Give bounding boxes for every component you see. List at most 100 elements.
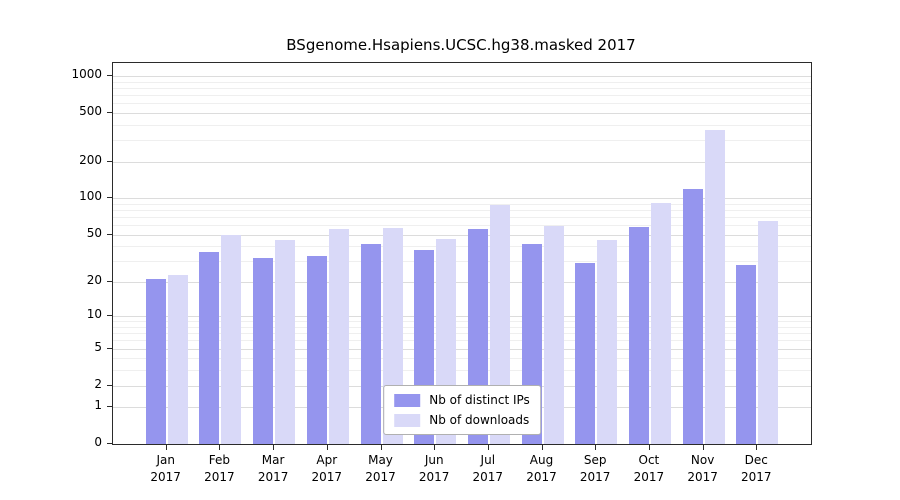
y-tick-label: 0 <box>94 435 102 449</box>
gridline-major <box>113 198 811 200</box>
gridline-minor <box>113 333 811 335</box>
bar-feb-distinct-ips <box>199 251 220 444</box>
gridline-major <box>113 161 811 163</box>
x-tick-label-aug: Aug 2017 <box>526 453 557 484</box>
gridline-minor <box>113 95 811 97</box>
gridline-minor <box>113 140 811 142</box>
bar-mar-downloads <box>275 240 296 444</box>
gridline-minor <box>113 327 811 328</box>
x-tick-mark <box>487 445 489 450</box>
y-tick-mark <box>107 197 112 199</box>
bar-nov-distinct-ips <box>682 188 703 444</box>
bar-aug-downloads <box>543 226 564 444</box>
y-tick-mark <box>107 233 112 235</box>
gridline-major <box>113 316 811 318</box>
gridline-minor <box>113 225 811 227</box>
gridline-major <box>113 76 811 78</box>
gridline-minor <box>113 246 811 248</box>
y-tick-mark <box>107 280 112 282</box>
gridline-minor <box>113 261 811 263</box>
y-tick-mark <box>107 347 112 349</box>
bar-feb-downloads <box>221 234 242 444</box>
x-tick-mark <box>273 445 275 450</box>
y-tick-mark <box>107 75 112 77</box>
y-tick-mark <box>107 315 112 317</box>
gridline-minor <box>113 81 811 83</box>
x-tick-label-may: May 2017 <box>365 453 396 484</box>
y-tick-label: 200 <box>79 152 102 167</box>
legend-item-distinct-ips: Nb of distinct IPs <box>394 393 530 407</box>
x-tick-mark <box>595 445 597 450</box>
y-tick-label: 5 <box>94 339 102 354</box>
bar-apr-downloads <box>328 228 349 444</box>
bar-nov-downloads <box>704 130 725 444</box>
legend-label-downloads: Nb of downloads <box>429 413 530 427</box>
y-tick-label: 100 <box>79 189 102 204</box>
x-tick-mark <box>380 445 382 450</box>
gridline-minor <box>113 210 811 211</box>
bar-dec-distinct-ips <box>736 264 757 444</box>
x-tick-label-jul: Jul 2017 <box>472 453 504 484</box>
bar-apr-distinct-ips <box>306 256 327 444</box>
legend-item-downloads: Nb of downloads <box>394 413 530 427</box>
y-tick-mark <box>107 443 112 444</box>
gridline-major <box>113 348 811 350</box>
x-tick-label-jun: Jun 2017 <box>418 453 450 484</box>
plot-area: Nb of distinct IPs Nb of downloads <box>112 62 812 445</box>
x-tick-mark <box>541 445 543 450</box>
legend: Nb of distinct IPs Nb of downloads <box>383 385 541 435</box>
gridline-minor <box>113 321 811 323</box>
bar-mar-distinct-ips <box>253 257 274 444</box>
y-tick-mark <box>107 406 112 408</box>
gridline-major <box>113 234 811 236</box>
x-tick-mark <box>648 445 650 450</box>
y-tick-label: 500 <box>79 104 102 118</box>
x-tick-mark <box>165 445 167 450</box>
y-tick-label: 1000 <box>71 67 102 82</box>
x-tick-label-dec: Dec 2017 <box>741 453 772 484</box>
gridline-minor <box>113 370 811 372</box>
bar-dec-downloads <box>758 220 779 444</box>
x-tick-label-mar: Mar 2017 <box>257 453 289 484</box>
x-tick-mark <box>434 445 436 450</box>
chart-title: BSgenome.Hsapiens.UCSC.hg38.masked 2017 <box>286 36 636 54</box>
x-tick-label-oct: Oct 2017 <box>633 453 665 484</box>
y-tick-mark <box>107 384 112 386</box>
gridline-major <box>113 113 811 114</box>
x-tick-mark <box>219 445 221 450</box>
bar-oct-distinct-ips <box>628 226 649 444</box>
y-tick-label: 1 <box>94 398 102 413</box>
x-tick-label-sep: Sep 2017 <box>579 453 611 484</box>
gridline-minor <box>113 124 811 126</box>
x-tick-mark <box>756 445 758 450</box>
x-tick-mark <box>702 445 704 450</box>
gridline-minor <box>113 217 811 218</box>
y-tick-label: 2 <box>94 376 102 391</box>
bar-sep-downloads <box>597 240 618 444</box>
bar-jan-downloads <box>167 274 188 444</box>
legend-swatch-downloads <box>394 413 421 427</box>
bar-may-distinct-ips <box>360 243 381 444</box>
x-tick-label-nov: Nov 2017 <box>687 453 718 484</box>
y-tick-mark <box>107 160 112 162</box>
bar-oct-downloads <box>650 202 671 444</box>
gridline-minor <box>113 340 811 342</box>
y-tick-label: 50 <box>86 225 102 240</box>
y-tick-mark <box>107 112 112 113</box>
bar-jul-downloads <box>489 205 510 444</box>
gridline-major <box>113 281 811 283</box>
gridline-minor <box>113 103 811 105</box>
y-tick-label: 20 <box>86 272 102 287</box>
x-tick-label-feb: Feb 2017 <box>204 453 235 484</box>
x-tick-mark <box>326 445 328 450</box>
gridline-minor <box>113 203 811 205</box>
gridline-minor <box>113 88 811 89</box>
x-tick-label-apr: Apr 2017 <box>311 453 343 484</box>
legend-label-distinct-ips: Nb of distinct IPs <box>429 393 530 407</box>
legend-swatch-distinct-ips <box>394 393 421 407</box>
gridline-minor <box>113 358 811 360</box>
y-tick-label: 10 <box>86 307 102 322</box>
x-tick-label-jan: Jan 2017 <box>150 453 181 484</box>
bar-jan-distinct-ips <box>145 279 166 444</box>
